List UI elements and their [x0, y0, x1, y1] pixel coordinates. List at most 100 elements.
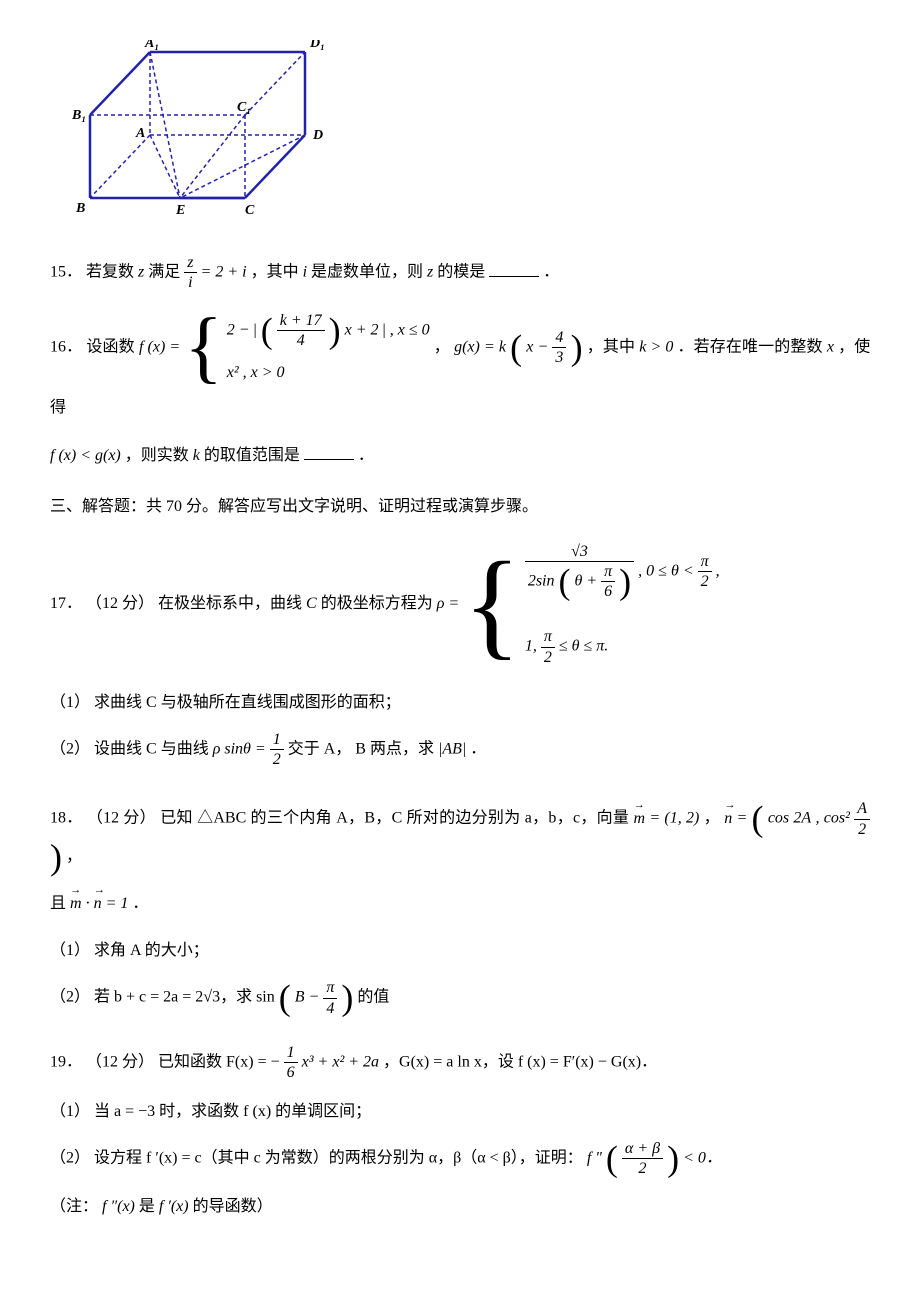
q15-mid3: 是虚数单位，则: [311, 264, 423, 281]
q16-gx-den: 3: [552, 348, 566, 367]
q17-C: C: [306, 595, 317, 612]
q18-sub2-B: B −: [295, 989, 324, 1006]
q17-p1-cp: ,: [716, 562, 720, 579]
q15-period: ．: [543, 264, 559, 281]
prism-diagram: A₁D₁B₁C₁ADBCE: [50, 40, 870, 233]
q19-sub2-end: < 0．: [683, 1150, 722, 1167]
q19-note-pre: （注：: [50, 1198, 98, 1215]
q17-p1-cond-pre: , 0 ≤ θ <: [638, 562, 697, 579]
q16-comma: ，: [434, 338, 450, 355]
q15-text-pre: 若复数: [86, 264, 134, 281]
q16-brace: {: [184, 315, 222, 379]
q19-number: 19．: [50, 1053, 82, 1070]
q15-blank: [489, 261, 539, 277]
q16-gx-x: x −: [526, 338, 552, 355]
q18-l2-end: ．: [132, 895, 148, 912]
q18-pre: 已知 △ABC 的三个内角 A，B，C 所对的边分别为 a，b，c，向量: [160, 810, 633, 827]
q18-m: m: [633, 801, 645, 836]
q16-mid4: ，则实数: [125, 447, 189, 464]
q16-k: k: [193, 447, 200, 464]
q15-end: 的模是: [437, 264, 485, 281]
section-3-header: 三、解答题：共 70 分。解答应写出文字说明、证明过程或演算步骤。: [50, 489, 870, 524]
q17-s2-d: 2: [270, 750, 284, 769]
q17-sub2-num: （2）: [50, 740, 90, 757]
q17-p1-cd: 2: [698, 572, 712, 591]
q17-s2-n: 1: [270, 730, 284, 750]
q16-gx-pre: g(x) = k: [454, 338, 506, 355]
q17-sub1-text: 求曲线 C 与极轴所在直线围成图形的面积；: [94, 694, 401, 711]
q16-end: 的取值范围是: [204, 447, 300, 464]
q18-points: （12 分）: [87, 810, 156, 827]
svg-text:C: C: [245, 203, 255, 218]
q16-kcond: k > 0: [639, 338, 673, 355]
svg-text:D₁: D₁: [309, 40, 325, 51]
q18-end1: ，: [66, 848, 82, 865]
q18-sub2: （2） 若 b + c = 2a = 2√3，求 sin ( B − π 4 )…: [50, 978, 870, 1017]
q17-points: （12 分）: [86, 595, 154, 612]
svg-text:B: B: [75, 201, 85, 216]
q17-rho: ρ =: [437, 595, 463, 612]
q18-s2-n: π: [323, 978, 337, 998]
q16-fx: f (x) =: [139, 338, 184, 355]
q18-mval: = (1, 2): [649, 810, 699, 827]
q17-sub1: （1） 求曲线 C 与极轴所在直线围成图形的面积；: [50, 685, 870, 720]
svg-text:B₁: B₁: [71, 108, 86, 123]
q16-p1-cond: , x ≤ 0: [390, 321, 430, 338]
q17-p1-dd: 6: [601, 582, 615, 601]
q18-s2-d: 4: [323, 999, 337, 1018]
q18-l2-pre: 且: [50, 895, 70, 912]
section3-title: 三、解答题：共 70 分。解答应写出文字说明、证明过程或演算步骤。: [50, 498, 538, 515]
q19-note-f2: f ″(x): [102, 1198, 135, 1215]
q17-sub2-pre: 设曲线 C 与曲线: [94, 740, 209, 757]
q19-note-mid: 是: [139, 1198, 155, 1215]
q16-gx-frac: 4 3: [552, 328, 566, 367]
q18-cos2pre: cos²: [824, 810, 850, 827]
q17-p2-cond: ≤ θ ≤ π.: [559, 638, 608, 655]
q19-sub2: （2） 设方程 f ′(x) = c（其中 c 为常数）的两根分别为 α，β（α…: [50, 1139, 870, 1178]
q17-piecewise: { √3 2sin ( θ + π 6 ) , 0 ≤: [463, 536, 719, 673]
q19-sub1: （1） 当 a = −3 时，求函数 f (x) 的单调区间；: [50, 1094, 870, 1129]
q19-Fd: 6: [284, 1063, 298, 1082]
q16-ineq: f (x) < g(x): [50, 447, 121, 464]
q18-sub2-pre: 若 b + c = 2a = 2√3，求 sin: [94, 989, 275, 1006]
q17-p1-theta: θ +: [575, 572, 602, 589]
q19-sub1-text: 当 a = −3 时，求函数 f (x) 的单调区间；: [94, 1103, 371, 1120]
svg-text:C₁: C₁: [237, 100, 251, 115]
q15-number: 15．: [50, 264, 82, 281]
q18-sub2-end: 的值: [357, 989, 389, 1006]
q17-piece1: √3 2sin ( θ + π 6 ) , 0 ≤ θ < π: [525, 536, 720, 608]
q19-s2-d: 2: [622, 1159, 663, 1178]
svg-text:D: D: [312, 128, 323, 143]
q17-mid: 的极坐标方程为: [321, 595, 433, 612]
q17-p2-val: 1,: [525, 638, 541, 655]
q17-number: 17．: [50, 595, 82, 612]
q19-f2: f ″: [587, 1150, 602, 1167]
q17-sub2-ab: |AB|: [438, 740, 466, 757]
q18-Ad: 2: [854, 820, 870, 839]
q16-mid1: ，其中: [587, 338, 635, 355]
q15-z2: z: [427, 264, 433, 281]
q15-mid2: ，其中: [251, 264, 299, 281]
q15-frac: z i: [184, 253, 196, 292]
q19-sub2-pre: 设方程 f ′(x) = c（其中 c 为常数）的两根分别为 α，β（α < β…: [94, 1150, 583, 1167]
q15-frac-num: z: [184, 253, 196, 273]
svg-text:A₁: A₁: [144, 40, 159, 51]
q19-Fn: 1: [284, 1043, 298, 1063]
q19-sub1-num: （1）: [50, 1103, 90, 1120]
q16-p1-mid: x + 2: [345, 321, 379, 338]
q16-p2-cond: , x > 0: [243, 364, 285, 381]
svg-text:A: A: [135, 126, 145, 141]
q15-i: i: [303, 264, 307, 281]
q16-piecewise: { 2 − | ( k + 17 4 ) x + 2 | , x ≤ 0 x² …: [184, 305, 429, 391]
problem-18-line2: 且 m · n = 1 ．: [50, 886, 870, 921]
problem-17: 17． （12 分） 在极坐标系中，曲线 C 的极坐标方程为 ρ = { √3 …: [50, 536, 870, 673]
q18-sub1: （1） 求角 A 的大小；: [50, 933, 870, 968]
q18-comma: ，: [704, 810, 720, 827]
q19-s2-n: α + β: [622, 1139, 663, 1159]
q17-p1-cn: π: [698, 552, 712, 572]
problem-19: 19． （12 分） 已知函数 F(x) = − 1 6 x³ + x² + 2…: [50, 1043, 870, 1082]
q17-pre: 在极坐标系中，曲线: [158, 595, 302, 612]
q19-Frest: x³ + x² + 2a: [302, 1053, 379, 1070]
q17-p1-den-pre: 2sin: [528, 572, 555, 589]
q18-An: A: [854, 799, 870, 819]
